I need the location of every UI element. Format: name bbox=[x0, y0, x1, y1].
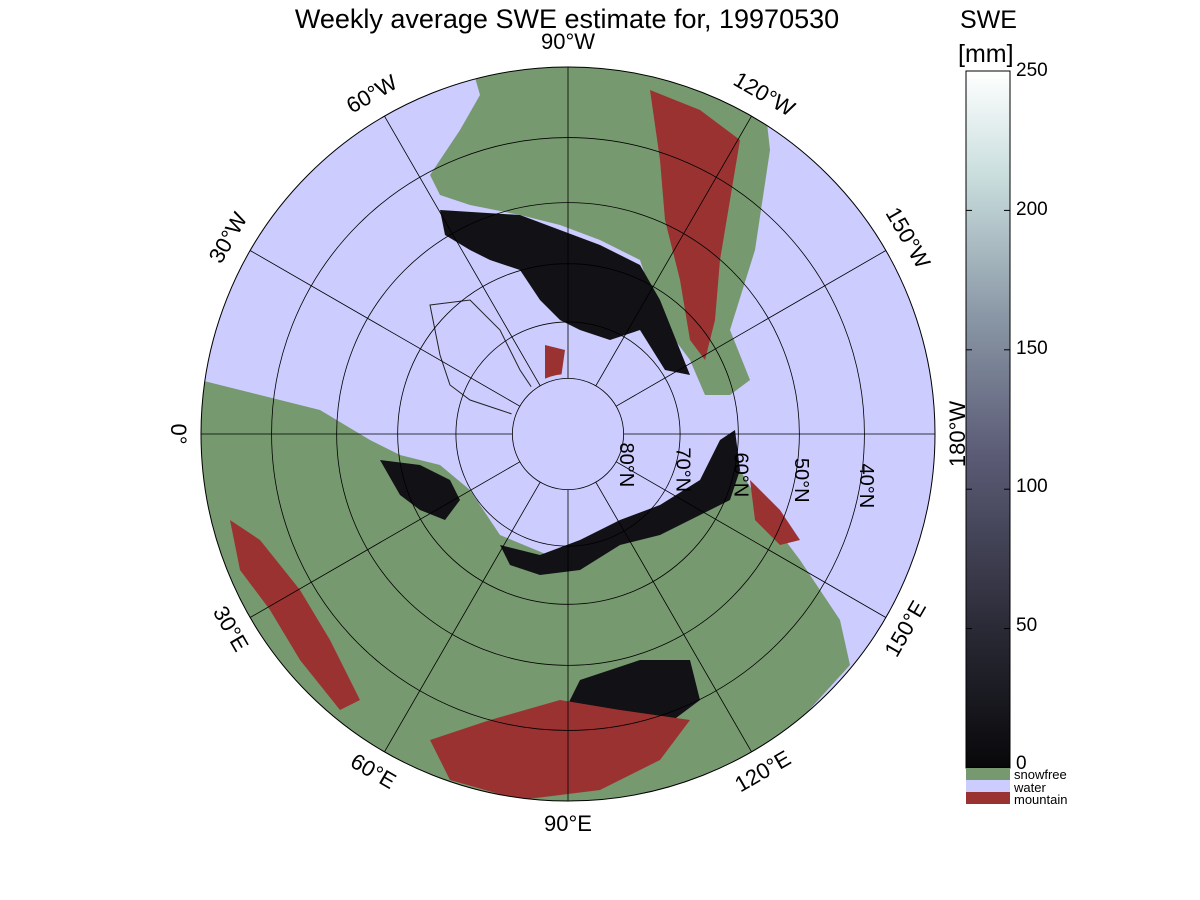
graticule bbox=[201, 67, 935, 801]
snow-cover-north-america bbox=[440, 210, 690, 375]
colorbar-tick-label: 150 bbox=[1016, 338, 1048, 359]
meridian-line bbox=[595, 481, 752, 753]
latitude-label: 70°N bbox=[671, 447, 693, 492]
snow-cover-scandinavia bbox=[380, 460, 460, 520]
latitude-label: 80°N bbox=[615, 443, 637, 488]
colorbar-title: SWE bbox=[960, 6, 1017, 34]
latitude-label: 60°N bbox=[729, 453, 751, 498]
meridian-line bbox=[384, 481, 541, 753]
colorbar-tick-label: 100 bbox=[1016, 476, 1048, 497]
meridian-line bbox=[249, 461, 521, 618]
snow-cover-siberia bbox=[500, 430, 740, 575]
legend-snowfree-label: snowfree bbox=[1014, 767, 1067, 782]
longitude-label: 90°W bbox=[541, 29, 595, 54]
legend-mountain-label: mountain bbox=[1014, 792, 1068, 807]
map-disk bbox=[201, 67, 935, 801]
map-title: Weekly average SWE estimate for, 1997053… bbox=[294, 4, 840, 34]
colorbar-tick-label: 200 bbox=[1016, 199, 1048, 220]
legend-water-swatch bbox=[966, 780, 1010, 792]
meridian-line bbox=[249, 250, 521, 407]
longitude-label: 30°W bbox=[204, 208, 253, 267]
map-border bbox=[200, 66, 936, 802]
legend-water-label: water bbox=[1014, 780, 1046, 795]
legend-snowfree-swatch bbox=[966, 768, 1010, 780]
arctic-ocean bbox=[508, 374, 628, 494]
meridian-line bbox=[595, 115, 752, 387]
meridian-line bbox=[384, 115, 541, 387]
colorbar-gradient bbox=[965, 70, 1011, 769]
mountain-rockies bbox=[650, 90, 740, 360]
mountain-europe bbox=[230, 520, 360, 710]
colorbar-tick-label: 0 bbox=[1016, 753, 1027, 774]
colorbar-tick-label: 50 bbox=[1016, 615, 1038, 636]
colorbar-unit: [mm] bbox=[958, 40, 1014, 68]
longitude-label: 0° bbox=[166, 423, 191, 444]
latitude-label: 40°N bbox=[855, 463, 877, 508]
colorbar bbox=[965, 70, 1011, 804]
legend-mountain-swatch bbox=[966, 792, 1010, 804]
meridian-line bbox=[615, 250, 887, 407]
colorbar-tick-label: 250 bbox=[1016, 60, 1048, 81]
mountain-east-siberia bbox=[750, 480, 800, 545]
meridian-line bbox=[615, 461, 887, 618]
latitude-label: 50°N bbox=[790, 458, 812, 503]
longitude-label: 90°E bbox=[544, 811, 592, 836]
longitude-label: 60°W bbox=[342, 69, 401, 118]
